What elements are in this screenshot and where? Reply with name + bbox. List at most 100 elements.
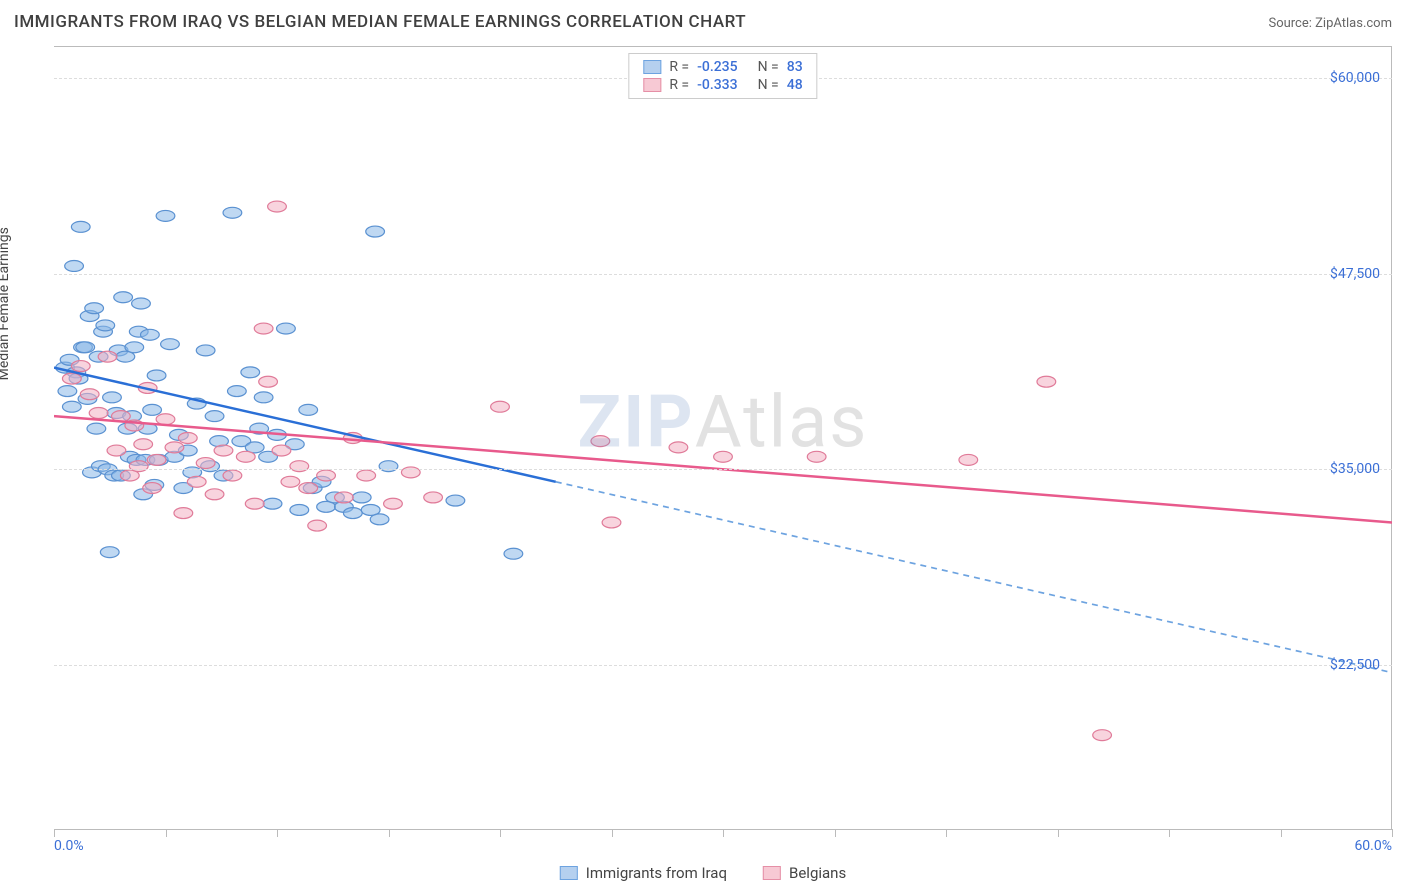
data-point (277, 323, 296, 334)
legend-top: R = -0.235 N = 83R =-0.333N =48 (628, 53, 817, 99)
x-tick (500, 829, 501, 837)
legend-r-value: -0.235 (697, 59, 737, 75)
data-point (1037, 376, 1056, 387)
data-point (959, 454, 978, 465)
data-point (290, 504, 309, 515)
legend-bottom-item: Belgians (763, 864, 846, 882)
data-point (268, 201, 287, 212)
legend-n-value: 48 (787, 77, 803, 93)
gridline (54, 274, 1392, 275)
gridline (54, 665, 1392, 666)
data-point (669, 442, 688, 453)
data-point (76, 342, 95, 353)
data-point (147, 370, 166, 381)
data-point (165, 442, 184, 453)
data-point (343, 508, 362, 519)
y-axis-label: Median Female Earnings (0, 227, 12, 380)
data-point (1093, 730, 1112, 741)
legend-bottom-item: Immigrants from Iraq (560, 864, 727, 882)
x-tick (54, 829, 55, 837)
legend-series-label: Immigrants from Iraq (586, 864, 727, 882)
data-point (259, 376, 278, 387)
data-point (335, 492, 354, 503)
data-point (308, 520, 327, 531)
x-tick (946, 829, 947, 837)
data-point (71, 221, 90, 232)
plot-area: ZIPAtlas R =-0.235N =83R =-0.333N =48 $2… (54, 46, 1392, 830)
data-point (299, 483, 318, 494)
y-tick-label: $47,500 (1330, 266, 1380, 282)
x-tick (1281, 829, 1282, 837)
data-point (58, 386, 77, 397)
data-point (103, 392, 122, 403)
legend-top-row: R =-0.333N =48 (643, 76, 802, 94)
data-point (71, 361, 90, 372)
data-point (62, 401, 81, 412)
data-point (227, 386, 246, 397)
legend-swatch (560, 866, 578, 880)
x-tick (835, 829, 836, 837)
data-point (98, 351, 117, 362)
data-point (714, 451, 733, 462)
legend-r-label: R = (669, 77, 689, 93)
trend-line-extrapolated (556, 482, 1392, 673)
data-point (254, 323, 273, 334)
y-tick-label: $35,000 (1330, 461, 1380, 477)
data-point (141, 329, 160, 340)
data-point (245, 498, 264, 509)
data-point (317, 470, 336, 481)
scatter-svg (54, 47, 1392, 829)
data-point (134, 439, 153, 450)
data-point (89, 408, 108, 419)
data-point (87, 423, 106, 434)
x-tick (1169, 829, 1170, 837)
data-point (223, 207, 242, 218)
legend-top-row: R =-0.235N =83 (643, 58, 802, 76)
data-point (384, 498, 403, 509)
data-point (125, 342, 144, 353)
data-point (223, 470, 242, 481)
data-point (254, 392, 273, 403)
data-point (156, 210, 175, 221)
data-point (591, 436, 610, 447)
y-tick-label: $22,500 (1330, 657, 1380, 673)
data-point (236, 451, 255, 462)
data-point (602, 517, 621, 528)
data-point (187, 476, 206, 487)
legend-swatch (763, 866, 781, 880)
data-point (241, 367, 260, 378)
data-point (147, 454, 166, 465)
data-point (299, 404, 318, 415)
data-point (96, 320, 115, 331)
data-point (205, 411, 224, 422)
x-tick (1392, 829, 1393, 837)
x-axis-min-label: 0.0% (54, 838, 84, 854)
x-tick (166, 829, 167, 837)
data-point (370, 514, 389, 525)
data-point (504, 548, 523, 559)
y-tick-label: $60,000 (1330, 70, 1380, 86)
data-point (114, 292, 133, 303)
x-tick (612, 829, 613, 837)
data-point (161, 339, 180, 350)
data-point (174, 508, 193, 519)
data-point (156, 414, 175, 425)
data-point (205, 489, 224, 500)
data-point (272, 445, 291, 456)
legend-n-value: 83 (787, 59, 803, 75)
data-point (366, 226, 385, 237)
x-tick (1058, 829, 1059, 837)
data-point (178, 433, 197, 444)
data-point (281, 476, 300, 487)
x-tick (389, 829, 390, 837)
legend-bottom: Immigrants from Iraq Belgians (560, 864, 846, 882)
data-point (100, 547, 119, 558)
data-point (263, 498, 282, 509)
gridline (54, 469, 1392, 470)
legend-n-label: N = (758, 59, 779, 75)
data-point (424, 492, 443, 503)
x-tick (723, 829, 724, 837)
data-point (85, 303, 104, 314)
data-point (446, 495, 465, 506)
legend-swatch (643, 78, 661, 92)
